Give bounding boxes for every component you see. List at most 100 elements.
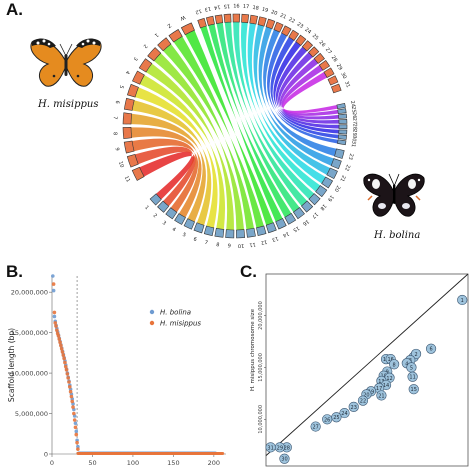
data-point bbox=[58, 340, 62, 345]
data-point bbox=[410, 348, 422, 360]
point-label: 11 bbox=[409, 375, 415, 381]
synteny-ribbon-23 bbox=[263, 29, 337, 157]
x-tick-label: 200 bbox=[208, 459, 220, 467]
chromosome-block-misippus-top-18 bbox=[249, 14, 258, 25]
chromosome-block-misippus-top-27 bbox=[313, 52, 325, 64]
x-tick-label: 150 bbox=[167, 459, 179, 467]
data-point bbox=[72, 411, 76, 416]
chromosome-block-bolina-right-30 bbox=[337, 134, 347, 140]
point-label: 14 bbox=[383, 383, 389, 389]
data-point bbox=[73, 421, 78, 426]
chromosome-block-bolina-bottom-6 bbox=[193, 222, 205, 234]
data-point bbox=[73, 425, 78, 430]
chromosome-label-bolina-bottom-4: 4 bbox=[171, 226, 177, 233]
chromosome-block-bolina-bottom-4 bbox=[174, 213, 186, 225]
chromosome-block-bolina-bottom-5 bbox=[183, 218, 196, 230]
legend-label: H. bolina bbox=[160, 309, 191, 317]
species-label-misippus: H. misippus bbox=[38, 99, 99, 110]
chromosome-point-1: 1 bbox=[457, 294, 468, 306]
chromosome-label-bolina-bottom-21: 21 bbox=[338, 174, 346, 182]
chromosome-blocks bbox=[122, 13, 348, 239]
monarch-butterfly-icon bbox=[30, 38, 102, 87]
plot-area bbox=[52, 276, 226, 454]
plot-area bbox=[265, 273, 469, 467]
chromosome-label-bolina-bottom-3: 3 bbox=[161, 220, 167, 227]
chromosome-block-misippus-top-16 bbox=[232, 13, 241, 23]
chromosome-label-bolina-bottom-19: 19 bbox=[326, 194, 335, 203]
chromosome-block-misippus-top-20 bbox=[265, 18, 276, 30]
chromosome-block-bolina-bottom-3 bbox=[165, 207, 178, 220]
chromosome-label-bolina-right-25: 25 bbox=[350, 106, 357, 113]
chromosome-label-bolina-right-29: 29 bbox=[351, 129, 357, 136]
chromosome-block-bolina-right-27 bbox=[338, 119, 348, 124]
y-axis-label: Scaffold length (bp) bbox=[7, 328, 16, 402]
data-point bbox=[348, 401, 359, 412]
data-point bbox=[68, 389, 73, 394]
chromosome-point-25: 25 bbox=[331, 412, 342, 423]
point-label: 27 bbox=[312, 425, 318, 431]
identity-line bbox=[265, 273, 469, 456]
chromosome-label-bolina-bottom-18: 18 bbox=[319, 203, 328, 212]
chromosome-label-misippus-left-5: 5 bbox=[118, 84, 125, 89]
x-tick-label: 50 bbox=[88, 459, 96, 467]
y-tick-label: 10,000,000 bbox=[11, 370, 48, 378]
panel-a-letter: A. bbox=[6, 0, 23, 19]
chromosome-block-misippus-left-4 bbox=[132, 70, 145, 85]
chromosome-block-misippus-top-23 bbox=[288, 29, 300, 41]
chromosome-block-bolina-bottom-10 bbox=[236, 229, 246, 239]
chromosome-label-misippus-top-30: 30 bbox=[339, 72, 347, 80]
point-label: 8 bbox=[393, 362, 396, 368]
point-label: 23 bbox=[351, 405, 357, 411]
point-label: 22 bbox=[360, 399, 366, 405]
synteny-ribbon-29 bbox=[279, 58, 339, 120]
chromosome-block-misippus-left-8 bbox=[122, 127, 132, 139]
species-label-bolina: H. bolina bbox=[374, 230, 421, 241]
chromosome-label-misippus-top-22: 22 bbox=[287, 17, 295, 25]
chromosome-block-misippus-left-9 bbox=[123, 140, 135, 154]
synteny-ribbon-3 bbox=[132, 138, 199, 213]
chromosome-label-bolina-bottom-2: 2 bbox=[152, 213, 158, 220]
series-1 bbox=[51, 282, 225, 456]
chromosome-label-bolina-bottom-10: 10 bbox=[238, 242, 245, 248]
chromosome-label-misippus-top-25: 25 bbox=[311, 33, 320, 42]
synteny-ribbon-20 bbox=[247, 23, 326, 184]
chromosome-block-misippus-left-6 bbox=[123, 97, 135, 111]
data-point bbox=[221, 452, 225, 456]
chromosome-label-bolina-right-26: 26 bbox=[351, 112, 358, 119]
chromosome-block-misippus-top-30 bbox=[327, 75, 339, 86]
point-label: 2 bbox=[414, 352, 417, 358]
chromosome-label-bolina-right-31: 31 bbox=[350, 140, 357, 147]
chromosome-block-bolina-bottom-9 bbox=[225, 229, 235, 239]
circos-synteny-plot: 12 13 14 15 16 17 18 19 20 2122232425262728293031… bbox=[112, 3, 358, 248]
data-point bbox=[425, 343, 437, 354]
point-label: 29 bbox=[277, 445, 283, 451]
chromosome-block-bolina-bottom-8 bbox=[214, 227, 225, 238]
chromosome-block-bolina-right-31 bbox=[337, 139, 347, 146]
chromosome-label-bolina-right-24: 24 bbox=[349, 100, 356, 107]
chromosome-label-bolina-bottom-6: 6 bbox=[192, 236, 197, 243]
chromosome-block-misippus-top-15 bbox=[223, 13, 232, 23]
chromosome-label-misippus-top-28: 28 bbox=[330, 55, 339, 64]
chromosome-point-23: 23 bbox=[348, 401, 359, 412]
chromosome-block-misippus-top-25 bbox=[301, 40, 314, 52]
data-point bbox=[74, 429, 79, 434]
chromosome-block-bolina-bottom-1 bbox=[149, 193, 162, 206]
data-point bbox=[71, 405, 75, 409]
synteny-ribbon-15 bbox=[208, 24, 292, 218]
point-label: 16 bbox=[387, 357, 393, 363]
data-point bbox=[72, 418, 77, 422]
chromosome-label-bolina-bottom-20: 20 bbox=[333, 184, 341, 193]
point-label: 15 bbox=[411, 387, 417, 393]
data-point bbox=[57, 337, 62, 341]
data-point bbox=[51, 282, 56, 286]
chromosome-block-bolina-bottom-7 bbox=[203, 225, 215, 237]
chromosome-block-misippus-left-W bbox=[180, 22, 195, 36]
chromosome-block-misippus-top-21 bbox=[273, 21, 284, 33]
chromosome-block-bolina-bottom-20 bbox=[321, 176, 334, 189]
chromosome-block-misippus-top-31 bbox=[331, 83, 342, 94]
data-point bbox=[67, 385, 72, 389]
data-point bbox=[75, 440, 79, 445]
chromosome-block-bolina-right-25 bbox=[337, 108, 347, 114]
chromosome-labels: 12 13 14 15 16 17 18 19 20 2122232425262728293031… bbox=[112, 3, 358, 248]
